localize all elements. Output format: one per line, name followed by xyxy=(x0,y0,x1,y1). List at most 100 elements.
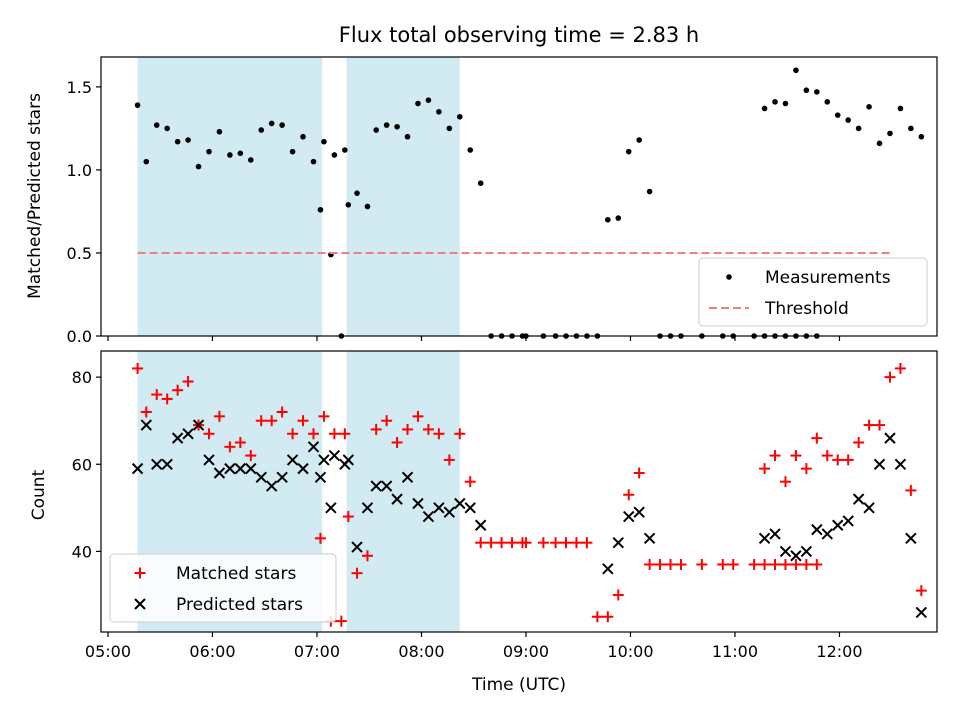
x-tick-label: 05:00 xyxy=(85,642,131,661)
x-axis-label: Time (UTC) xyxy=(471,675,566,695)
matched-star-point xyxy=(224,441,236,453)
matched-star-point xyxy=(266,415,278,427)
measurement-point xyxy=(866,104,872,110)
predicted-star-point xyxy=(325,502,337,514)
matched-star-point xyxy=(464,476,476,488)
predicted-star-point xyxy=(800,545,813,558)
matched-star-point xyxy=(151,389,163,401)
matched-star-point xyxy=(654,558,666,570)
matched-star-point xyxy=(361,550,373,562)
matched-star-point xyxy=(884,371,896,383)
measurement-point xyxy=(185,137,191,143)
measurement-point xyxy=(918,133,925,140)
measurement-point xyxy=(227,152,233,158)
predicted-star-point xyxy=(422,510,435,523)
measurement-point xyxy=(834,112,841,118)
matched-star-point xyxy=(276,406,288,418)
matched-star-point xyxy=(485,537,497,549)
matched-star-point xyxy=(727,558,739,570)
matched-star-point xyxy=(537,537,549,549)
predicted-star-point xyxy=(821,528,833,540)
predicted-star-point xyxy=(832,519,844,531)
matched-star-point xyxy=(800,463,812,475)
predicted-star-point xyxy=(602,563,614,575)
top-legend: Measurements Threshold xyxy=(698,257,928,327)
matched-star-point xyxy=(644,558,656,570)
matched-star-point xyxy=(581,537,593,549)
measurement-point xyxy=(887,130,893,137)
predicted-star-point xyxy=(643,532,656,545)
matched-star-point xyxy=(140,406,152,418)
measurement-point xyxy=(247,157,254,163)
measurement-point xyxy=(782,100,789,107)
legend-label: Threshold xyxy=(764,299,849,319)
legend-label: Matched stars xyxy=(176,564,296,584)
matched-star-point xyxy=(520,537,532,549)
measurement-point xyxy=(279,122,285,128)
measurement-point xyxy=(174,138,181,145)
predicted-star-point xyxy=(474,519,487,531)
predicted-star-point xyxy=(245,462,257,475)
top-y-tick-label: 1.5 xyxy=(67,78,92,97)
matched-star-point xyxy=(132,362,144,374)
x-tick-label: 10:00 xyxy=(607,642,653,661)
predicted-star-point xyxy=(314,471,327,484)
predicted-star-point xyxy=(224,462,236,475)
measurement-point xyxy=(814,89,820,95)
top-y-tick-label: 1.0 xyxy=(67,161,92,180)
predicted-star-point xyxy=(758,532,771,545)
matched-star-point xyxy=(161,393,173,405)
legend-predicted-swatch xyxy=(134,598,146,610)
matched-star-point xyxy=(759,558,771,570)
measurement-point xyxy=(404,133,411,140)
matched-star-point xyxy=(245,450,257,462)
measurement-point xyxy=(456,113,463,120)
predicted-star-point xyxy=(192,419,205,431)
legend-label: Predicted stars xyxy=(176,595,303,615)
matched-star-point xyxy=(351,567,363,579)
bottom-axes-frame xyxy=(100,350,938,633)
matched-star-point xyxy=(402,423,414,435)
matched-star-point xyxy=(213,410,225,422)
predicted-star-point xyxy=(140,419,152,431)
matched-star-point xyxy=(314,532,326,544)
matched-star-point xyxy=(811,432,823,444)
x-tick-label: 11:00 xyxy=(712,642,758,661)
predicted-star-point xyxy=(328,449,341,462)
top-plot: 0.0 0.5 1.0 1.5 Measurements Threshold xyxy=(67,56,938,346)
chart-title: Flux total observing time = 2.83 h xyxy=(339,23,699,47)
matched-star-point xyxy=(915,585,927,597)
measurement-point xyxy=(317,206,324,213)
predicted-star-point xyxy=(852,493,865,505)
measurement-point xyxy=(289,148,296,155)
predicted-star-point xyxy=(412,497,424,510)
matched-star-point xyxy=(748,558,760,570)
predicted-star-point xyxy=(255,471,267,484)
matched-star-point xyxy=(335,615,347,627)
measurement-point xyxy=(467,147,474,153)
predicted-star-point xyxy=(307,441,320,453)
matched-star-point xyxy=(475,537,487,549)
matched-star-point xyxy=(234,436,246,448)
predicted-star-point xyxy=(131,462,144,475)
measurement-point xyxy=(216,128,223,135)
predicted-star-point xyxy=(863,502,875,514)
matched-star-point xyxy=(287,428,299,440)
measurement-point xyxy=(477,180,484,187)
measurement-point xyxy=(415,100,421,107)
matched-star-point xyxy=(717,558,729,570)
predicted-star-point xyxy=(612,536,624,549)
measurement-point xyxy=(793,67,799,74)
measurement-point xyxy=(373,127,379,133)
measurement-point xyxy=(394,123,400,130)
measurement-point xyxy=(615,215,622,221)
x-tick-label: 08:00 xyxy=(398,642,444,661)
measurement-point xyxy=(605,216,611,223)
predicted-star-point xyxy=(286,454,299,466)
measurement-point xyxy=(636,137,642,143)
bottom-y-tick-label: 40 xyxy=(72,542,92,561)
matched-star-point xyxy=(853,436,865,448)
bottom-y-tick-label: 60 xyxy=(72,455,92,474)
predicted-star-point xyxy=(171,432,184,444)
matched-star-point xyxy=(339,428,351,440)
